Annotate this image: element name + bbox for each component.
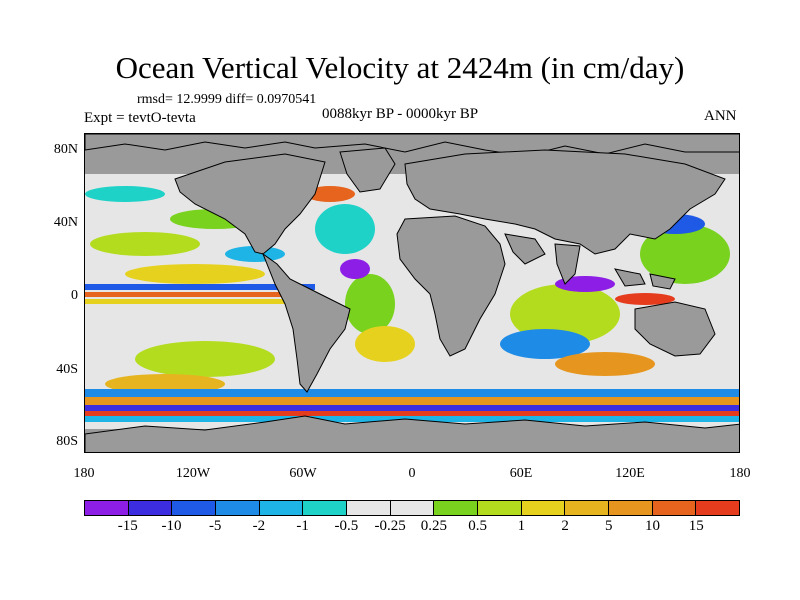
- colorbar-tick-label: -1: [296, 518, 309, 534]
- lon-label-60w: 60W: [289, 466, 317, 481]
- season-label: ANN: [704, 108, 737, 124]
- colorbar-tick-label: 1: [517, 518, 526, 534]
- lat-label-80n: 80N: [53, 142, 78, 157]
- colorbar-tick-label: -10: [161, 518, 182, 534]
- lat-label-40n: 40N: [53, 215, 78, 230]
- lat-label-0: 0: [71, 288, 78, 303]
- chart-title: Ocean Vertical Velocity at 2424m (in cm/…: [115, 50, 685, 85]
- colorbar-tick-label: 0.25: [420, 518, 447, 534]
- colorbar-swatch: [652, 501, 697, 515]
- colorbar-tick-label: 5: [605, 518, 613, 534]
- colorbar-swatch: [696, 501, 740, 515]
- colorbar: [84, 500, 740, 516]
- colorbar-swatch: [478, 501, 522, 515]
- lat-label-80s: 80S: [56, 434, 78, 449]
- period-label: 0088kyr BP - 0000kyr BP: [322, 106, 479, 122]
- world-map: [85, 134, 739, 452]
- colorbar-swatch: [216, 501, 260, 515]
- colorbar-swatch: [259, 501, 304, 515]
- colorbar-tick-label: -5: [208, 518, 222, 534]
- colorbar-swatch: [521, 501, 566, 515]
- colorbar-tick-label: -15: [117, 518, 138, 534]
- map-panel: [84, 133, 740, 453]
- colorbar-tick-label: 15: [688, 518, 704, 534]
- stats-text: rmsd= 12.9999 diff= 0.0970541: [137, 92, 317, 107]
- lon-label-120e: 120E: [615, 466, 645, 481]
- colorbar-tick-label: 10: [645, 518, 661, 534]
- colorbar-swatch: [303, 501, 348, 515]
- colorbar-swatch: [347, 501, 391, 515]
- land-masses: [85, 134, 739, 452]
- lon-label-120w: 120W: [175, 466, 211, 481]
- lon-label-180e: 180: [729, 466, 751, 481]
- lon-label-0: 0: [408, 466, 416, 481]
- colorbar-tick-label: 0.5: [468, 518, 487, 534]
- colorbar-swatch: [565, 501, 610, 515]
- colorbar-swatch: [434, 501, 479, 515]
- colorbar-swatch: [172, 501, 217, 515]
- colorbar-swatch: [609, 501, 653, 515]
- lon-label-60e: 60E: [509, 466, 533, 481]
- colorbar-swatch: [128, 501, 173, 515]
- colorbar-tick-label: -2: [252, 518, 266, 534]
- lon-label-180w: 180: [73, 466, 95, 481]
- experiment-label: Expt = tevtO-tevta: [84, 110, 196, 126]
- colorbar-swatch: [85, 501, 129, 515]
- colorbar-tick-label: -0.25: [374, 518, 406, 534]
- colorbar-tick-label: 2: [561, 518, 569, 534]
- colorbar-swatch: [390, 501, 435, 515]
- colorbar-tick-label: -0.5: [334, 518, 359, 534]
- lat-label-40s: 40S: [56, 362, 78, 377]
